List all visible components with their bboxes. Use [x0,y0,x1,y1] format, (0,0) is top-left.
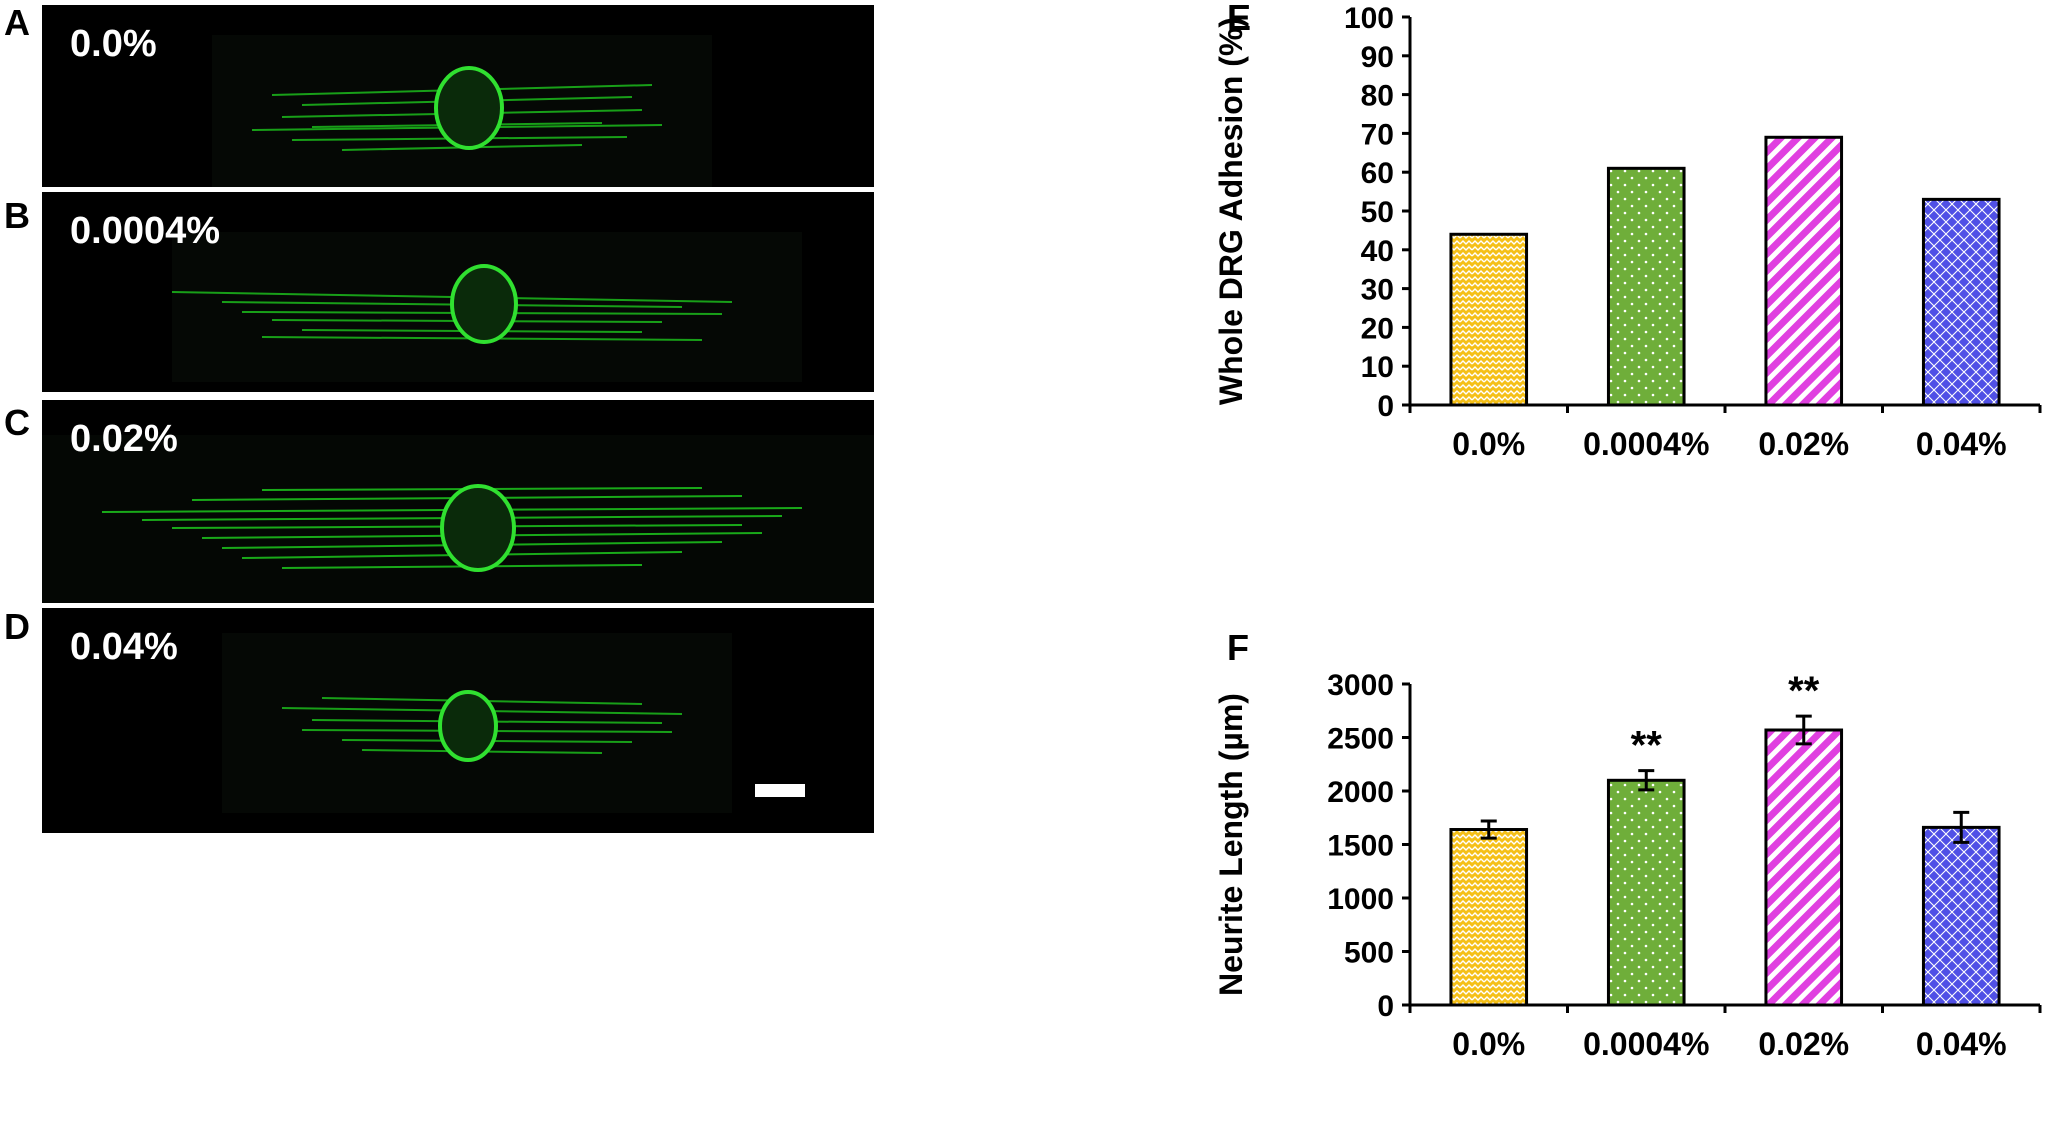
micrograph-c: 0.02% [42,400,874,603]
chart-f: 0 500 1000 1500 2000 2500 3000 0.0% ** 0.0004% ** 0… [1160,600,2060,1123]
micrograph-b: 0.0004% [42,192,874,392]
panel-label-c: 0.02% [70,418,178,460]
fluorescence-image-c [42,435,874,603]
chart-e-y-tick-label: 60 [1361,157,1394,190]
panel-letter-d: D [4,606,30,647]
chart-e-y-tick-label: 90 [1361,41,1394,74]
chart-f-x-tick-label: 0.0% [1452,1026,1525,1062]
chart-e-y-tick-label: 100 [1344,2,1394,35]
chart-f-y-tick-label: 0 [1377,990,1394,1023]
chart-e-panel-letter: E [1227,0,1251,38]
chart-f-x-tick-label: 0.02% [1758,1026,1849,1062]
chart-f-y-axis-label: Neurite Length (µm) [1213,693,1249,996]
panel-letter-b: B [4,195,30,236]
chart-e-bar-4 [1921,197,2001,407]
chart-e-bar-2 [1606,166,1686,407]
chart-e-y-tick-label: 70 [1361,118,1394,151]
chart-f-y-tick-label: 2000 [1327,776,1394,809]
chart-e: 0 10 20 30 40 50 60 70 80 90 100 0.0% 0.0004% 0.02% 0.… [1160,0,2060,600]
chart-e-y-tick-label: 30 [1361,274,1394,307]
chart-e-y-tick-label: 80 [1361,80,1394,113]
chart-f-significance-label: ** [1631,724,1663,768]
chart-e-svg: 0 10 20 30 40 50 60 70 80 90 100 0.0% 0.0004% 0.02% 0.… [1213,0,2042,462]
chart-f-y-tick-label: 3000 [1327,669,1394,702]
fluorescence-image-a [212,35,712,187]
chart-f-y-tick-label: 1000 [1327,883,1394,916]
panel-label-d: 0.04% [70,626,178,668]
panel-label-a: 0.0% [70,23,157,65]
fluorescence-image-d [222,633,732,813]
chart-f-y-tick-label: 500 [1344,937,1394,970]
fluorescence-image-b [171,232,802,382]
chart-f-bar-4 [1921,825,2001,1007]
chart-e-y-tick-label: 20 [1361,312,1394,345]
chart-e-y-tick-label: 10 [1361,351,1394,384]
scale-bar [755,784,805,797]
chart-f-x-tick-label: 0.0004% [1583,1026,1709,1062]
panel-letter-a: A [4,2,30,43]
chart-f-panel-letter: F [1227,627,1249,668]
chart-e-y-axis-label: Whole DRG Adhesion (%) [1213,17,1249,405]
chart-f-bar-2 [1606,778,1686,1007]
chart-f-y-tick-label: 2500 [1327,723,1394,756]
panel-letter-c: C [4,402,30,443]
chart-f-bar-3 [1764,728,1844,1007]
chart-e-x-tick-label: 0.0004% [1583,426,1709,462]
chart-e-y-tick-label: 0 [1377,390,1394,423]
chart-f-y-tick-label: 1500 [1327,830,1394,863]
chart-e-x-tick-label: 0.04% [1916,426,2007,462]
micrograph-d: 0.04% [42,608,874,833]
chart-e-x-tick-label: 0.0% [1452,426,1525,462]
chart-e-bar-1 [1449,232,1529,407]
chart-f-bar-1 [1449,828,1529,1007]
chart-e-y-tick-label: 40 [1361,235,1394,268]
micrograph-a: 0.0% [42,5,874,187]
chart-e-y-tick-label: 50 [1361,196,1394,229]
chart-e-x-tick-label: 0.02% [1758,426,1849,462]
panel-label-b: 0.0004% [70,210,221,252]
chart-f-x-tick-label: 0.04% [1916,1026,2007,1062]
chart-e-bar-3 [1764,135,1844,407]
chart-f-svg: 0 500 1000 1500 2000 2500 3000 0.0% ** 0.0004% ** 0… [1213,627,2042,1062]
chart-f-significance-label: ** [1788,669,1820,713]
